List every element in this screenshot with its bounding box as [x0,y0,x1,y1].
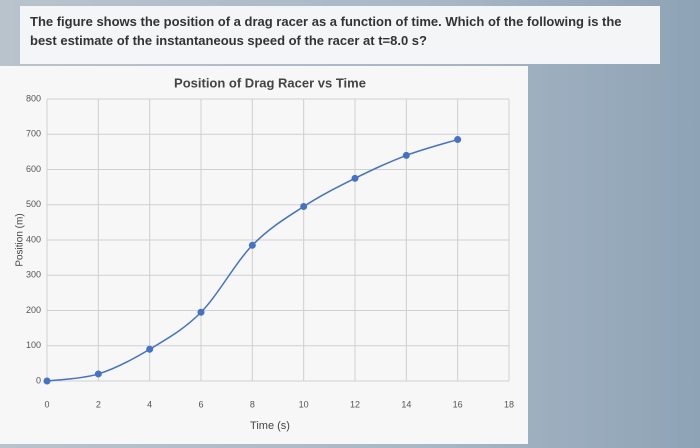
data-point [300,203,308,211]
y-tick-label: 500 [26,199,41,209]
y-tick-label: 0 [36,375,41,385]
x-axis-label: Time (s) [250,420,290,432]
data-point [351,174,359,182]
y-tick-label: 300 [26,270,41,280]
data-point [402,151,410,159]
y-tick-label: 100 [26,340,41,350]
x-tick-label: 0 [44,399,49,409]
y-tick-label: 400 [26,234,41,244]
x-tick-label: 14 [401,399,411,409]
x-tick-label: 10 [299,399,309,409]
data-point [43,377,51,385]
y-axis-label: Position (m) [15,213,26,266]
x-tick-label: 16 [453,399,463,409]
y-tick-label: 800 [26,93,41,103]
x-tick-label: 12 [350,399,360,409]
data-point [146,345,154,353]
y-tick-label: 700 [26,129,41,139]
question-text: The figure shows the position of a drag … [20,6,660,64]
x-tick-label: 18 [504,399,514,409]
data-point [197,308,205,316]
y-tick-label: 200 [26,305,41,315]
x-tick-label: 4 [147,399,152,409]
chart-title: Position of Drag Racer vs Time [174,75,366,90]
data-point [94,370,102,378]
x-tick-label: 6 [198,399,203,409]
data-point [454,136,462,144]
x-tick-label: 2 [96,399,101,409]
y-tick-label: 600 [26,164,41,174]
x-tick-label: 8 [250,399,255,409]
data-point [248,241,256,249]
